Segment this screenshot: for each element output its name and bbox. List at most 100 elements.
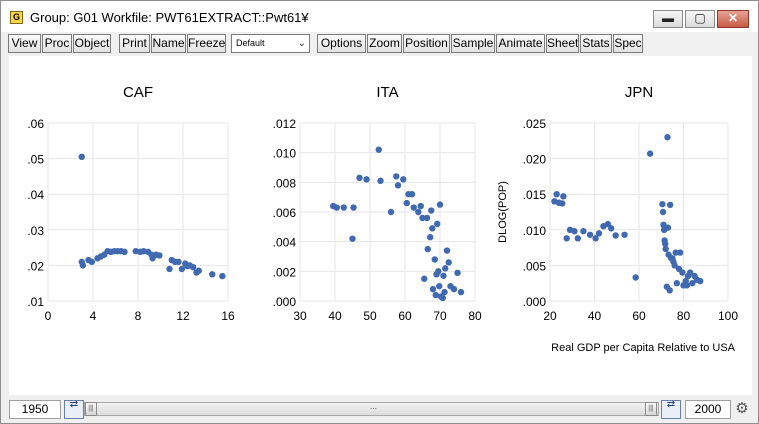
end-year-field[interactable]: 2000 xyxy=(685,400,731,419)
close-icon: ✕ xyxy=(727,11,739,25)
plot-area[interactable]: CAF .01 .02 .03 .04 .05 .06 0 4 8 12 16 ITA .000 .002.… xyxy=(9,56,752,395)
scatter-point xyxy=(195,267,202,274)
y-tick-label: .005 xyxy=(523,259,547,273)
scatter-point xyxy=(689,280,696,287)
proc-button[interactable]: Proc xyxy=(42,34,72,53)
scatter-point xyxy=(166,265,173,273)
x-tick-label: 60 xyxy=(632,309,646,323)
gear-icon[interactable]: ⚙ xyxy=(735,400,749,417)
chevron-down-icon: ⌄ xyxy=(297,38,306,49)
y-tick-label: .000 xyxy=(523,295,547,309)
scatter-point xyxy=(424,245,431,253)
y-tick-label: .02 xyxy=(27,259,44,273)
freeze-button[interactable]: Freeze xyxy=(187,34,226,53)
scatter-point xyxy=(156,252,163,259)
template-dropdown[interactable]: Default ⌄ xyxy=(231,34,310,53)
scatter-point xyxy=(435,268,442,275)
scatter-point xyxy=(429,285,437,293)
scatter-point xyxy=(673,280,681,287)
scatter-point xyxy=(666,287,673,294)
scatter-point xyxy=(696,277,704,285)
x-tick-label: 50 xyxy=(363,309,377,323)
name-button[interactable]: Name xyxy=(151,34,186,53)
scatter-point xyxy=(419,214,426,222)
scatter-point xyxy=(363,176,370,183)
print-button[interactable]: Print xyxy=(119,34,150,53)
close-button[interactable]: ✕ xyxy=(717,10,749,28)
scatter-point xyxy=(559,200,566,207)
scatter-point xyxy=(410,204,417,211)
scatter-point xyxy=(686,269,694,276)
scatter-point xyxy=(436,282,443,290)
scatter-point xyxy=(586,231,594,238)
group-app-icon: G xyxy=(10,11,23,24)
y-tick-label: .025 xyxy=(523,117,547,131)
x-tick-label: 100 xyxy=(718,309,738,323)
sample-slider-bar: 1950 ⇄ ⋯ ||| ||| ⇄ 2000 ⚙ xyxy=(1,396,758,423)
toolbar: View Proc Object Print Name Freeze Defau… xyxy=(1,32,758,55)
window-title: Group: G01 Workfile: PWT61EXTRACT::Pwt61… xyxy=(30,10,309,25)
zoom-button[interactable]: Zoom xyxy=(367,34,402,53)
scatter-point xyxy=(553,191,560,198)
scatter-point xyxy=(632,274,639,281)
y-tick-label: .002 xyxy=(273,265,297,279)
scatter-point xyxy=(574,235,582,242)
scatter-point xyxy=(394,182,402,189)
scatter-point xyxy=(443,247,451,254)
slider-start-handle[interactable]: ||| xyxy=(85,402,97,416)
sample-button[interactable]: Sample xyxy=(451,34,495,53)
x-tick-label: 0 xyxy=(45,309,52,323)
scatter-point xyxy=(571,228,578,235)
scatter-point xyxy=(659,200,666,208)
x-tick-label: 40 xyxy=(328,309,342,323)
y-tick-label: .04 xyxy=(27,188,44,202)
scatter-point xyxy=(442,265,449,272)
scatter-point xyxy=(679,269,686,276)
scatter-point xyxy=(121,248,128,256)
view-button[interactable]: View xyxy=(8,34,41,53)
y-tick-label: .010 xyxy=(273,147,297,161)
scatter-point xyxy=(664,134,671,141)
sample-slider-track[interactable]: ⋯ xyxy=(84,402,659,416)
x-tick-label: 30 xyxy=(293,309,307,323)
x-tick-label: 60 xyxy=(398,309,412,323)
stats-button[interactable]: Stats xyxy=(580,34,612,53)
scatter-point xyxy=(408,191,416,198)
template-dropdown-value: Default xyxy=(236,38,265,48)
scatter-point xyxy=(431,256,438,263)
left-swap-arrows-icon[interactable]: ⇄ xyxy=(64,400,84,419)
scatter-point xyxy=(427,234,434,241)
animate-button[interactable]: Animate xyxy=(496,34,545,53)
start-year-field[interactable]: 1950 xyxy=(9,400,61,419)
x-tick-label: 80 xyxy=(677,309,691,323)
scatter-point xyxy=(592,235,599,242)
scatter-point xyxy=(671,262,678,269)
scatter-point xyxy=(454,269,461,277)
y-tick-label: .01 xyxy=(27,295,44,309)
y-tick-label: .008 xyxy=(273,176,297,190)
spec-button[interactable]: Spec xyxy=(613,34,643,53)
x-tick-label: 80 xyxy=(468,309,482,323)
maximize-button[interactable]: ▢ xyxy=(685,10,715,28)
minimize-button[interactable]: ▬ xyxy=(653,10,683,28)
maximize-icon: ▢ xyxy=(694,11,706,25)
scatter-point xyxy=(340,204,347,211)
scatter-point xyxy=(560,193,567,200)
right-swap-arrows-icon[interactable]: ⇄ xyxy=(661,400,681,419)
x-tick-label: 8 xyxy=(135,309,142,323)
scatter-point xyxy=(434,220,441,228)
slider-grip-icon: ⋯ xyxy=(370,406,378,413)
scatter-point xyxy=(450,285,458,293)
scatter-point xyxy=(78,153,85,161)
scatter-point xyxy=(580,228,587,235)
x-tick-label: 70 xyxy=(433,309,447,323)
scatter-point xyxy=(662,240,669,248)
options-button[interactable]: Options xyxy=(317,34,366,53)
scatter-point xyxy=(676,249,684,256)
sheet-button[interactable]: Sheet xyxy=(546,34,579,53)
position-button[interactable]: Position xyxy=(403,34,450,53)
slider-end-handle[interactable]: ||| xyxy=(645,402,657,416)
title-bar[interactable]: G Group: G01 Workfile: PWT61EXTRACT::Pwt… xyxy=(1,1,758,32)
object-button[interactable]: Object xyxy=(73,34,111,53)
scatter-point xyxy=(659,208,667,216)
